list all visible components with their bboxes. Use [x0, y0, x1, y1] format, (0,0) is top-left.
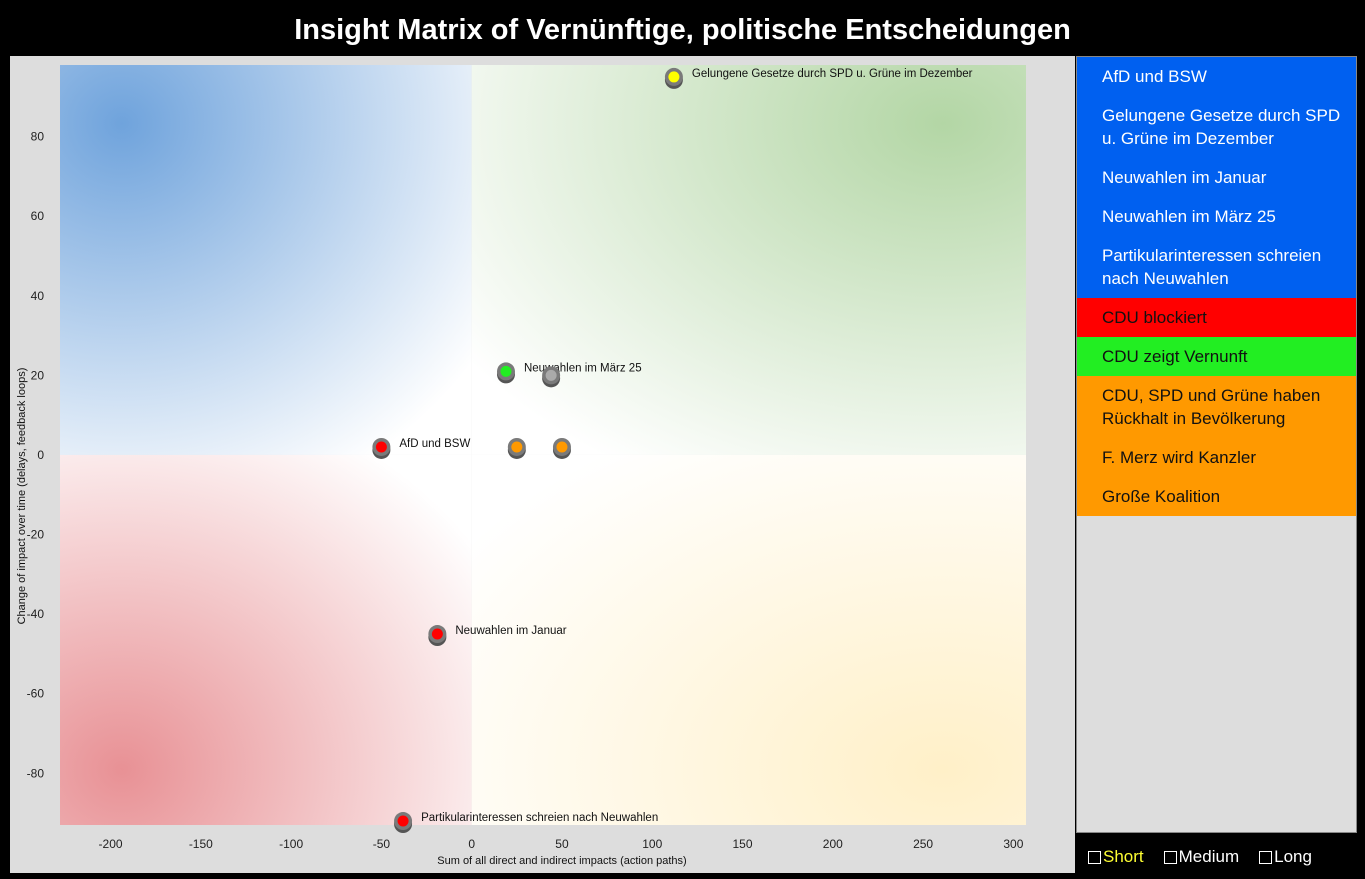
x-tick-label: 300 — [1003, 837, 1023, 851]
y-tick-label: -80 — [27, 766, 45, 780]
legend-item[interactable]: Neuwahlen im März 25 — [1077, 197, 1356, 236]
x-tick-label: -200 — [99, 837, 123, 851]
plot-panel: -200 -150 -100 -50 0 50 100 150 200 250 300 -80 -60… — [10, 56, 1075, 873]
x-tick-label: 150 — [733, 837, 753, 851]
y-tick-label: -60 — [27, 687, 45, 701]
x-tick-label: -150 — [189, 837, 213, 851]
data-point[interactable] — [552, 437, 571, 459]
y-tick-label: 40 — [31, 289, 45, 303]
x-tick-label: 0 — [468, 837, 475, 851]
legend-item[interactable]: CDU, SPD und Grüne haben Rückhalt in Bev… — [1077, 376, 1356, 438]
quadrant-top-right — [471, 65, 1027, 455]
x-tick-label: 100 — [642, 837, 662, 851]
filter-long-label: Long — [1274, 847, 1312, 866]
filter-short-checkbox[interactable]: Short — [1088, 846, 1144, 868]
data-point-label: Neuwahlen im März 25 — [524, 362, 642, 374]
y-axis-label: Change of impact over time (delays, feed… — [16, 368, 28, 625]
quadrant-bottom-left — [60, 454, 472, 825]
x-tick-label: 50 — [555, 837, 569, 851]
data-point[interactable] — [542, 366, 561, 388]
quadrant-bottom-right — [471, 454, 1027, 825]
chart-title: Insight Matrix of Vernünftige, politisch… — [294, 14, 1071, 46]
y-tick-label: 80 — [31, 130, 45, 144]
data-point-marker[interactable] — [668, 71, 680, 83]
x-axis-label: Sum of all direct and indirect impacts (… — [437, 855, 686, 867]
data-point[interactable]: Neuwahlen im Januar — [428, 625, 567, 647]
x-tick-label: 250 — [913, 837, 933, 851]
timeframe-filter-bar: Short Medium Long — [1088, 846, 1312, 868]
y-tick-label: 60 — [31, 209, 45, 223]
checkbox-icon[interactable] — [1163, 850, 1177, 864]
legend-item[interactable]: Gelungene Gesetze durch SPD u. Grüne im … — [1077, 96, 1356, 158]
quadrant-top-left — [60, 65, 472, 455]
legend-panel: AfD und BSW Gelungene Gesetze durch SPD u… — [1076, 56, 1357, 833]
x-tick-label: 200 — [823, 837, 843, 851]
legend-item[interactable]: AfD und BSW — [1077, 57, 1356, 96]
filter-short-label: Short — [1103, 847, 1144, 866]
checkbox-icon[interactable] — [1088, 850, 1101, 864]
data-point[interactable]: AfD und BSW — [372, 437, 470, 459]
legend-item[interactable]: CDU blockiert — [1077, 298, 1356, 337]
data-point-label: AfD und BSW — [399, 438, 470, 450]
y-tick-label: -20 — [27, 528, 45, 542]
filter-long-checkbox[interactable]: Long — [1259, 846, 1312, 868]
y-tick-label: -40 — [27, 607, 45, 621]
legend-item[interactable]: Partikularinteressen schreien nach Neuwa… — [1077, 236, 1356, 298]
y-tick-label: 20 — [31, 368, 45, 382]
x-tick-label: -100 — [279, 837, 303, 851]
data-point-label: Partikularinteressen schreien nach Neuwa… — [421, 812, 658, 824]
legend-item[interactable]: F. Merz wird Kanzler — [1077, 438, 1356, 477]
data-point[interactable]: Gelungene Gesetze durch SPD u. Grüne im … — [664, 67, 973, 89]
data-point-marker[interactable] — [431, 628, 443, 640]
filter-medium-label: Medium — [1178, 847, 1240, 866]
scatter-chart: -200 -150 -100 -50 0 50 100 150 200 250 300 -80-60… — [16, 65, 1027, 867]
data-point-marker[interactable] — [556, 441, 568, 453]
data-point-marker[interactable] — [511, 441, 523, 453]
filter-medium-checkbox[interactable]: Medium — [1163, 846, 1240, 868]
legend-item[interactable]: CDU zeigt Vernunft — [1077, 337, 1356, 376]
data-point-marker[interactable] — [545, 369, 557, 381]
data-point-label: Neuwahlen im Januar — [455, 625, 566, 637]
data-point-marker[interactable] — [375, 441, 387, 453]
data-point-label: Gelungene Gesetze durch SPD u. Grüne im … — [692, 68, 973, 80]
data-point-marker[interactable] — [397, 815, 409, 827]
y-tick-label: 0 — [37, 448, 44, 462]
legend-item[interactable]: Neuwahlen im Januar — [1077, 158, 1356, 197]
checkbox-icon[interactable] — [1259, 850, 1273, 864]
data-point-marker[interactable] — [500, 365, 512, 377]
data-point[interactable]: Partikularinteressen schreien nach Neuwa… — [394, 812, 658, 834]
data-point[interactable] — [507, 437, 526, 459]
x-tick-label: -50 — [373, 837, 391, 851]
legend-item[interactable]: Große Koalition — [1077, 477, 1356, 516]
